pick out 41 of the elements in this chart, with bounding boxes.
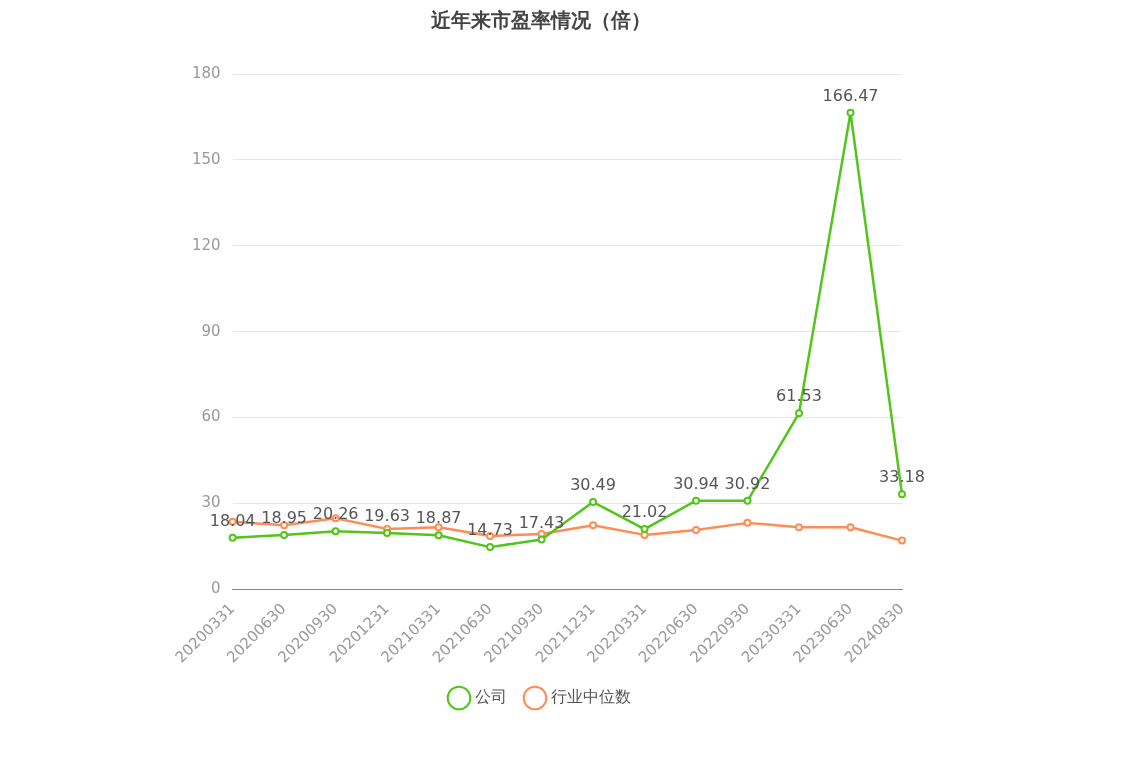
point <box>589 498 598 506</box>
data-label: 17.43 <box>518 512 565 532</box>
y-tick-label: 180 <box>191 63 221 82</box>
point <box>795 409 804 418</box>
point <box>846 523 855 532</box>
point <box>434 523 443 532</box>
point <box>434 531 443 540</box>
data-label: 19.63 <box>364 506 411 526</box>
y-tick-label: 60 <box>201 407 221 426</box>
point <box>743 518 752 527</box>
data-label: 30.94 <box>673 473 719 493</box>
data-label: 166.47 <box>822 85 879 105</box>
data-label: 18.04 <box>209 510 256 530</box>
y-tick-label: 120 <box>191 235 221 254</box>
legend-label: 行业中位数 <box>551 687 631 707</box>
data-label: 18.95 <box>261 508 308 528</box>
point <box>486 543 495 552</box>
point <box>743 496 752 505</box>
point <box>795 523 804 532</box>
point <box>898 536 906 545</box>
legend-label: 公司 <box>475 687 507 707</box>
y-tick-label: 150 <box>191 149 221 168</box>
point <box>692 496 701 505</box>
y-tick-label: 0 <box>211 579 221 598</box>
point <box>537 535 546 544</box>
data-label: 30.49 <box>570 475 616 495</box>
point <box>692 526 701 535</box>
point <box>589 521 598 530</box>
point <box>228 533 237 542</box>
point <box>846 108 855 117</box>
chart-title: 近年来市盈率情况（倍） <box>430 8 651 33</box>
point <box>640 525 649 534</box>
data-label: 18.87 <box>415 508 462 528</box>
point <box>280 531 289 540</box>
point <box>331 527 340 536</box>
data-label: 20.26 <box>312 504 359 524</box>
y-tick-label: 30 <box>201 493 221 512</box>
point <box>898 490 906 499</box>
point <box>383 529 392 538</box>
data-label: 21.02 <box>621 502 668 522</box>
y-tick-label: 90 <box>201 321 221 340</box>
